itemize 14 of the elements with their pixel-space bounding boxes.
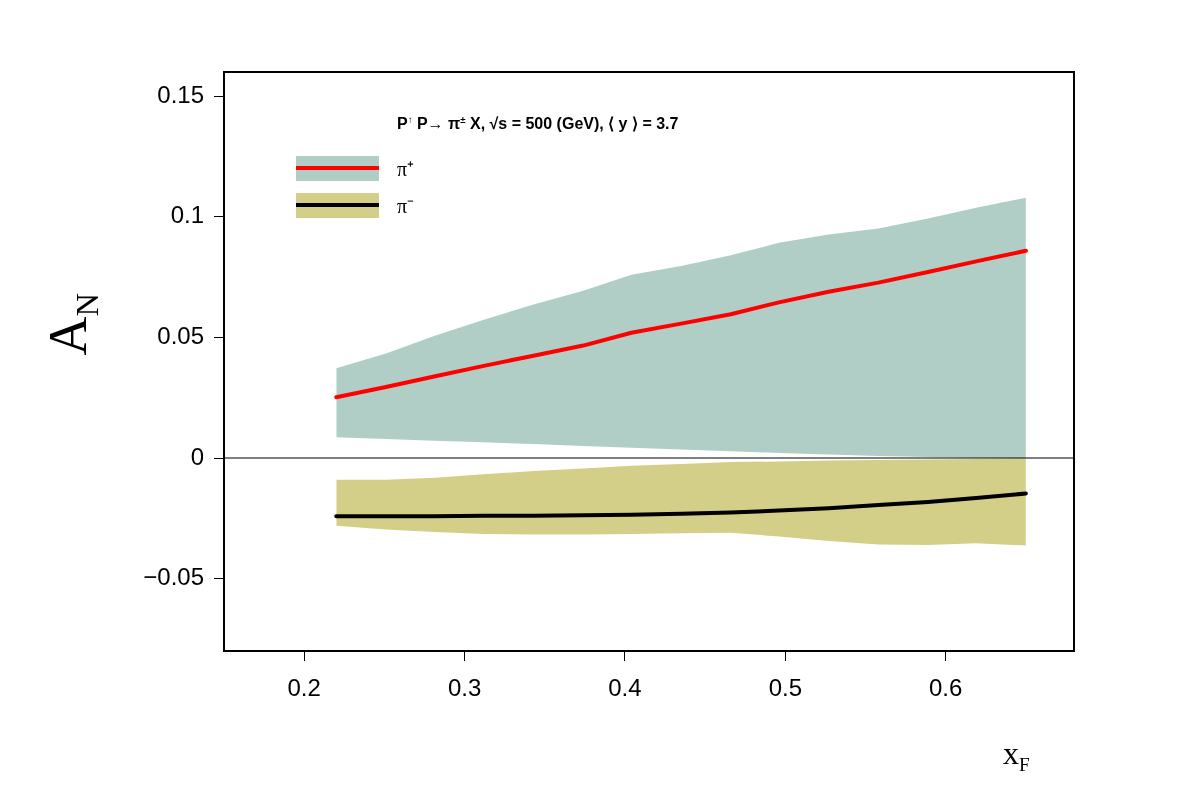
- x-tick-label: 0.6: [929, 674, 963, 702]
- y-tick-label: 0.15: [157, 80, 204, 108]
- y-tick-label: 0.05: [157, 322, 204, 349]
- x-axis-title: x$_{F}$: [1003, 735, 1030, 777]
- y-tick-label: 0: [190, 442, 204, 470]
- x-tick-label: 0.4: [608, 674, 642, 702]
- x-tick-label: 0.2: [287, 674, 321, 702]
- x-tick-label: 0.3: [447, 674, 482, 702]
- legend-label: π⁻: [397, 194, 415, 219]
- legend-label: π⁺: [397, 157, 415, 182]
- y-tick-label: −0.05: [143, 563, 204, 591]
- y-tick-label: 0.1: [170, 201, 204, 229]
- x-tick-label: 0.5: [768, 674, 803, 702]
- text: P$^{↑}$ P→ π$^{±}$ X, √s = 500 (GeV), ⟨ y ⟩ = 3.7: [397, 114, 679, 134]
